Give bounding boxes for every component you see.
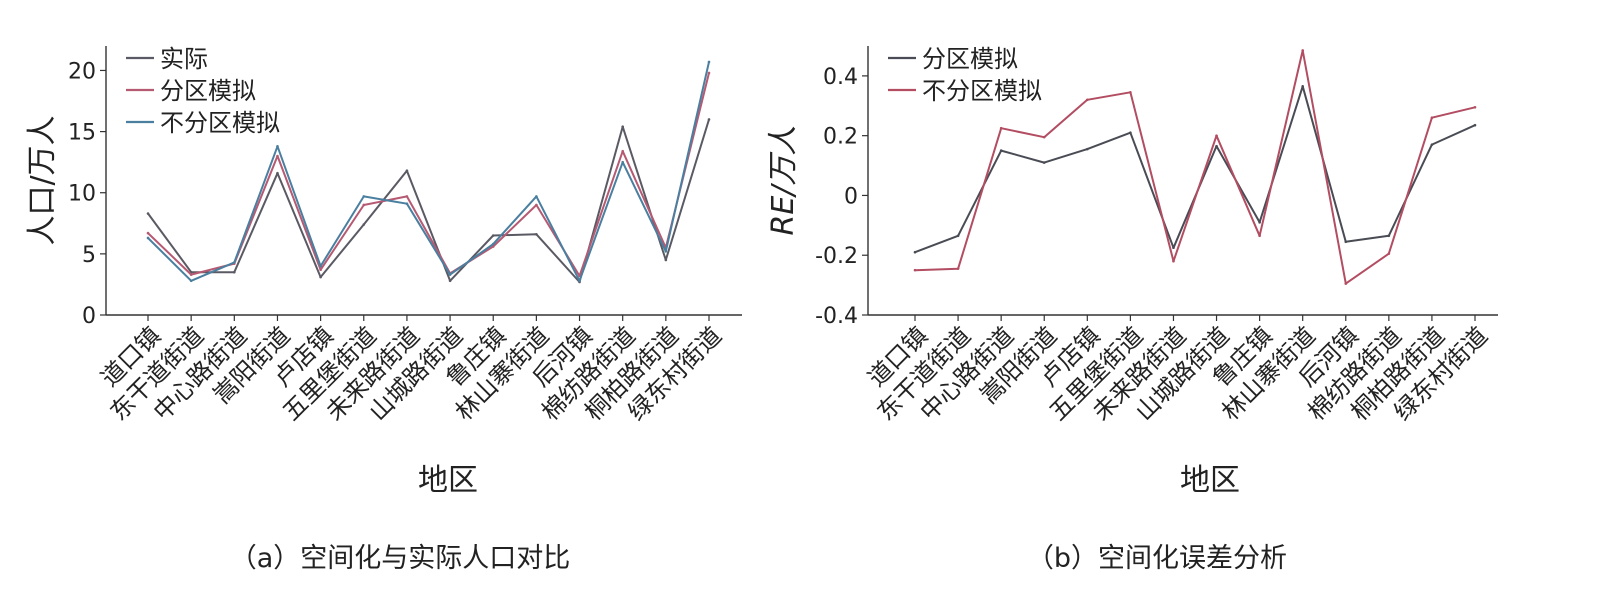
y-tick-label: 0 [82, 304, 96, 329]
data-point [1215, 134, 1218, 137]
data-point [578, 279, 581, 283]
data-point [1258, 221, 1261, 224]
data-point [319, 275, 322, 279]
data-point [1042, 161, 1046, 164]
x-axis-title: 地区 [1180, 463, 1240, 498]
y-tick-label: 0.4 [823, 65, 858, 90]
data-point [1387, 234, 1391, 238]
data-point [1129, 131, 1132, 134]
data-point [621, 125, 624, 128]
data-point [491, 245, 495, 248]
y-axis-title: RE/万人 [766, 126, 801, 236]
data-point [707, 60, 711, 64]
data-point [664, 258, 668, 262]
data-point [448, 273, 452, 276]
chart-a: 05101520道口镇东干道街道中心路街道嵩阳街道卢店镇五里堡街道未来路街道山城… [25, 45, 742, 574]
y-tick-label: -0.2 [815, 244, 858, 269]
data-point [276, 144, 279, 148]
data-point [1473, 123, 1477, 127]
series-line-2 [914, 49, 1476, 285]
y-tick-label: 15 [68, 121, 96, 146]
series-line-3 [147, 61, 710, 282]
data-point [1473, 105, 1477, 109]
data-point [1344, 240, 1348, 244]
data-point [1301, 49, 1304, 52]
data-point [491, 242, 495, 246]
data-point [146, 231, 150, 235]
data-point [405, 169, 409, 173]
legend-label: 分区模拟 [922, 45, 1018, 73]
data-point [1344, 282, 1348, 285]
data-point [535, 203, 538, 207]
data-point [189, 279, 193, 283]
data-point [319, 264, 322, 268]
data-point [1215, 144, 1218, 148]
y-tick-label: 10 [68, 182, 96, 207]
data-point [1086, 147, 1089, 151]
data-point [276, 154, 279, 158]
chart-b: -0.4-0.200.20.4道口镇东干道街道中心路街道嵩阳街道卢店镇五里堡街道… [766, 45, 1498, 574]
data-point [405, 202, 409, 206]
data-point [448, 279, 452, 283]
data-point [189, 273, 193, 276]
data-point [362, 223, 366, 226]
y-tick-label: 20 [68, 59, 96, 84]
y-axis-title: 人口/万人 [25, 115, 60, 245]
y-tick-label: 5 [82, 243, 96, 268]
data-point [319, 268, 322, 272]
data-point [707, 118, 711, 121]
y-tick-label: 0.2 [823, 125, 858, 150]
data-point [1129, 91, 1132, 94]
data-point [146, 212, 150, 215]
y-tick-label: -0.4 [815, 304, 858, 329]
data-point [1387, 252, 1391, 256]
legend-label: 实际 [160, 45, 208, 73]
data-point [1086, 98, 1089, 102]
data-point [621, 149, 624, 153]
data-point [1430, 143, 1434, 146]
legend-label: 不分区模拟 [160, 109, 280, 137]
data-point [999, 126, 1003, 130]
data-point [913, 268, 917, 272]
figure-caption: （b）空间化误差分析 [1027, 543, 1287, 574]
series-line-1 [147, 119, 710, 283]
legend-label: 分区模拟 [160, 77, 256, 105]
y-tick-label: 0 [844, 184, 858, 209]
x-axis-title: 地区 [418, 463, 478, 498]
data-point [535, 233, 538, 236]
data-point [233, 270, 236, 274]
data-point [405, 195, 409, 198]
data-point [956, 234, 960, 238]
data-point [491, 234, 495, 237]
data-point [1042, 135, 1046, 139]
data-point [999, 149, 1003, 152]
data-point [1258, 234, 1261, 238]
data-point [362, 195, 366, 198]
data-point [913, 250, 917, 254]
data-point [1430, 116, 1434, 120]
data-point [1172, 246, 1175, 250]
data-point [707, 71, 711, 75]
data-point [233, 261, 236, 264]
legend-label: 不分区模拟 [922, 77, 1042, 105]
data-point [535, 195, 538, 198]
data-point [621, 160, 624, 164]
series-line-1 [914, 85, 1476, 254]
data-point [146, 236, 150, 240]
data-point [276, 171, 279, 175]
data-point [362, 203, 366, 207]
data-point [1172, 259, 1175, 263]
figure-caption: （a）空间化与实际人口对比 [230, 543, 571, 574]
data-point [956, 267, 960, 270]
data-point [664, 250, 668, 253]
data-point [1301, 85, 1304, 88]
